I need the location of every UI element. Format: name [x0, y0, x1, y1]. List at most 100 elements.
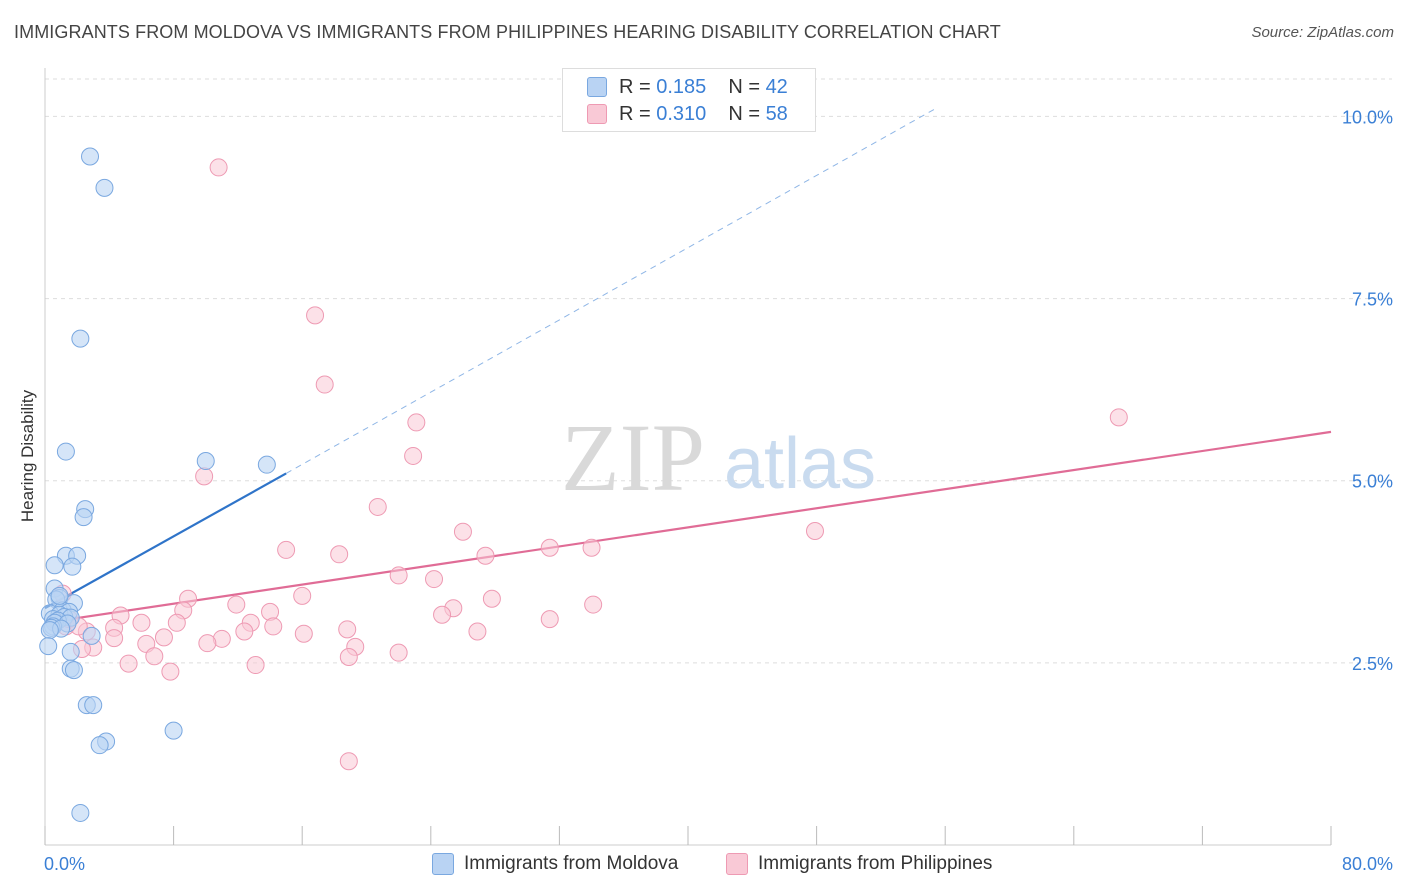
watermark: ZIP atlas [561, 404, 876, 511]
legend-row-moldova: R = 0.185 N = 42 [587, 75, 788, 99]
philippines-point [482, 589, 501, 608]
x-tick-label: 0.0% [44, 854, 85, 874]
philippines-point [119, 654, 138, 673]
philippines-point [330, 545, 349, 564]
philippines-point [805, 521, 824, 540]
philippines-point [582, 538, 601, 557]
philippines-point [407, 413, 426, 432]
y-axis-label: Hearing Disability [18, 389, 37, 523]
philippines-point [339, 752, 358, 771]
legend-n-value: 58 [765, 102, 788, 125]
philippines-point [132, 613, 151, 632]
moldova-trend-extension [285, 107, 938, 474]
philippines-swatch [587, 104, 607, 124]
moldova-point [71, 329, 90, 348]
philippines-point [294, 624, 313, 643]
philippines-point [195, 467, 214, 486]
philippines-point [584, 595, 603, 614]
legend-n-label: N = [728, 102, 760, 125]
tick-labels: 2.5% 5.0% 7.5% 10.0% 0.0% 80.0% [44, 107, 1393, 874]
moldova-point [90, 736, 109, 755]
philippines-point [235, 622, 254, 641]
bottom-legend-philippines: Immigrants from Philippines [726, 852, 992, 876]
series-moldova [39, 147, 276, 822]
moldova-point [84, 696, 103, 715]
moldova-point [45, 556, 64, 575]
philippines-point [468, 622, 487, 641]
philippines-legend-label: Immigrants from Philippines [758, 853, 993, 874]
moldova-point [81, 147, 100, 166]
moldova-point [63, 557, 82, 576]
y-tick-label: 7.5% [1352, 290, 1393, 310]
philippines-point [425, 570, 444, 589]
philippines-point [293, 586, 312, 605]
philippines-point [433, 605, 452, 624]
philippines-point [404, 446, 423, 465]
philippines-point [261, 602, 280, 621]
philippines-point [389, 643, 408, 662]
philippines-point [339, 648, 358, 667]
philippines-point [368, 497, 387, 516]
legend-r-label: R = [619, 102, 651, 125]
philippines-legend-swatch [726, 853, 748, 875]
moldova-point [40, 621, 59, 640]
moldova-point [61, 642, 80, 661]
philippines-point [227, 595, 246, 614]
moldova-point [95, 178, 114, 197]
chart-title: IMMIGRANTS FROM MOLDOVA VS IMMIGRANTS FR… [14, 22, 1001, 42]
legend-n-label: N = [728, 75, 760, 98]
philippines-point [198, 634, 217, 653]
x-tick-label: 80.0% [1342, 854, 1393, 874]
philippines-point [277, 540, 296, 559]
philippines-point [145, 647, 164, 666]
philippines-point [246, 656, 265, 675]
legend-row-philippines: R = 0.310 N = 58 [587, 102, 788, 126]
philippines-point [161, 662, 180, 681]
source-label: Source: ZipAtlas.com [1251, 24, 1394, 41]
moldova-point [56, 442, 75, 461]
trend-lines [44, 107, 1332, 624]
philippines-point [1109, 408, 1128, 427]
moldova-legend-label: Immigrants from Moldova [464, 853, 679, 874]
legend-r-value: 0.310 [656, 102, 707, 125]
philippines-point [315, 375, 334, 394]
moldova-point [196, 452, 215, 471]
moldova-trend-line [44, 472, 287, 610]
moldova-point [39, 637, 58, 656]
philippines-point [306, 306, 325, 325]
y-tick-label: 5.0% [1352, 472, 1393, 492]
y-tick-label: 2.5% [1352, 654, 1393, 674]
philippines-trend-line [44, 430, 1332, 624]
watermark-zip: ZIP [561, 404, 705, 511]
moldova-point [71, 803, 90, 822]
philippines-point [338, 620, 357, 639]
philippines-point [154, 628, 173, 647]
y-tick-label: 10.0% [1342, 107, 1393, 127]
bottom-legend-moldova: Immigrants from Moldova [432, 852, 678, 876]
moldova-swatch [587, 77, 607, 97]
moldova-point [257, 455, 276, 474]
philippines-point [209, 158, 228, 177]
legend-n-value: 42 [765, 75, 788, 98]
philippines-point [105, 629, 124, 648]
moldova-point [64, 661, 83, 680]
philippines-point [264, 617, 283, 636]
philippines-point [389, 566, 408, 585]
moldova-point [50, 586, 69, 605]
philippines-point [476, 546, 495, 565]
legend-r-label: R = [619, 75, 651, 98]
moldova-point [82, 626, 101, 645]
philippines-point [167, 613, 186, 632]
grid [45, 78, 1392, 664]
moldova-legend-swatch [432, 853, 454, 875]
axes [44, 68, 1332, 846]
legend-r-value: 0.185 [656, 75, 707, 98]
philippines-point [540, 610, 559, 629]
philippines-point [453, 522, 472, 541]
moldova-point [74, 508, 93, 527]
correlation-legend: R = 0.185 N = 42 R = 0.310 N = 58 [562, 68, 816, 132]
moldova-point [164, 721, 183, 740]
philippines-point [540, 538, 559, 557]
watermark-atlas: atlas [724, 424, 876, 504]
